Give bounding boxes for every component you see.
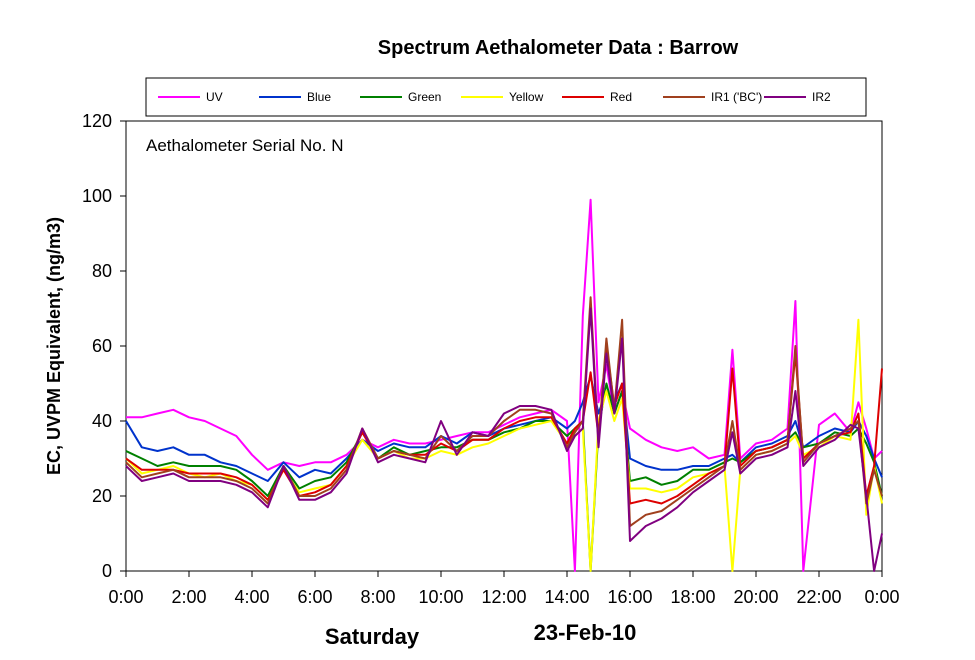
legend-label: Green xyxy=(408,90,441,104)
y-tick-label: 120 xyxy=(82,111,112,131)
y-tick-label: 40 xyxy=(92,411,112,431)
plot-area xyxy=(125,120,883,572)
x-tick-label: 8:00 xyxy=(360,587,395,607)
series-line-ir1-bc xyxy=(125,296,883,527)
chart-title: Spectrum Aethalometer Data : Barrow xyxy=(378,37,739,59)
x-tick-label: 18:00 xyxy=(670,587,715,607)
legend-label: IR1 ('BC') xyxy=(711,90,762,104)
x-tick-label: 2:00 xyxy=(171,587,206,607)
x-tick-label: 10:00 xyxy=(418,587,463,607)
x-tick-label: 6:00 xyxy=(297,587,332,607)
legend-label: Red xyxy=(610,90,632,104)
annotation: Aethalometer Serial No. N xyxy=(146,136,343,155)
y-tick-label: 80 xyxy=(92,261,112,281)
series-line-yellow xyxy=(125,318,883,572)
y-axis-label: EC, UVPM Equivalent, (ng/m3) xyxy=(44,217,64,475)
x-tick-label: 22:00 xyxy=(796,587,841,607)
y-axis: 0 20 40 60 80 100 120 xyxy=(82,111,126,581)
y-tick-label: 100 xyxy=(82,186,112,206)
x-axis-date-label: 23-Feb-10 xyxy=(534,620,637,645)
series-line-green xyxy=(125,382,883,572)
series-line-uv xyxy=(126,198,883,572)
x-tick-label: 0:00 xyxy=(864,587,899,607)
legend-label: UV xyxy=(206,90,223,104)
y-tick-label: 20 xyxy=(92,486,112,506)
series-lines xyxy=(125,198,883,572)
x-axis: 0:00 2:00 4:00 6:00 8:00 10:00 12:00 14:00 16:00… xyxy=(108,571,900,607)
x-tick-label: 14:00 xyxy=(544,587,589,607)
x-tick-label: 12:00 xyxy=(481,587,526,607)
legend-label: Yellow xyxy=(509,90,544,104)
series-line-blue xyxy=(125,375,883,482)
legend: UV Blue Green Yellow Red IR1 ('BC') IR2 xyxy=(158,90,831,104)
x-tick-label: 16:00 xyxy=(607,587,652,607)
x-tick-label: 20:00 xyxy=(733,587,778,607)
y-tick-label: 0 xyxy=(102,561,112,581)
x-axis-day-label: Saturday xyxy=(325,624,420,649)
legend-label: IR2 xyxy=(812,90,831,104)
x-tick-label: 0:00 xyxy=(108,587,143,607)
legend-label: Blue xyxy=(307,90,331,104)
y-tick-label: 60 xyxy=(92,336,112,356)
series-line-ir2 xyxy=(125,307,883,572)
x-tick-label: 4:00 xyxy=(234,587,269,607)
